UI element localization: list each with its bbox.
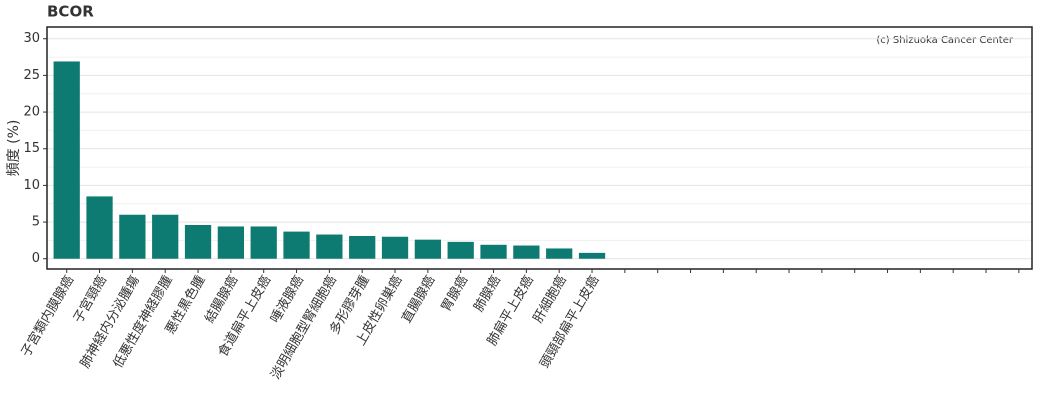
chart-title: BCOR — [47, 3, 94, 21]
x-tick-label: 肺神経内分泌腫瘍 — [77, 273, 143, 371]
y-tick-label: 20 — [23, 105, 40, 120]
x-tick-label: 胃腺癌 — [438, 273, 471, 315]
x-tick-label: 低悪性度神経膠腫 — [110, 273, 176, 371]
bar — [546, 248, 573, 259]
bar — [152, 214, 179, 259]
y-tick-label: 5 — [32, 215, 40, 230]
bar — [349, 236, 376, 259]
bar — [86, 196, 113, 259]
bar — [513, 245, 540, 259]
y-tick-label: 10 — [23, 178, 40, 193]
bar — [184, 225, 212, 259]
bar — [53, 61, 80, 259]
bar — [119, 214, 146, 259]
bar — [480, 244, 507, 259]
bar — [250, 226, 277, 259]
y-axis-label: 頻度 (%) — [6, 120, 22, 177]
bar — [447, 241, 474, 259]
y-tick-label: 25 — [23, 68, 40, 83]
x-tick-label: 頭頸部扁平上皮癌 — [537, 273, 603, 371]
y-tick-label: 15 — [23, 141, 40, 156]
y-tick-label: 30 — [23, 31, 40, 46]
bar — [414, 239, 441, 259]
bar — [283, 231, 310, 259]
bar — [381, 236, 409, 259]
y-tick-label: 0 — [32, 251, 40, 266]
bar — [217, 226, 244, 259]
bar — [578, 252, 606, 259]
bar — [316, 234, 343, 259]
x-tick-label: 子宮類内膜腺癌 — [18, 273, 77, 360]
plot-frame — [46, 26, 1033, 270]
x-tick-label: 肺腺癌 — [471, 273, 504, 315]
annotation: (c) Shizuoka Cancer Center — [876, 35, 1014, 46]
